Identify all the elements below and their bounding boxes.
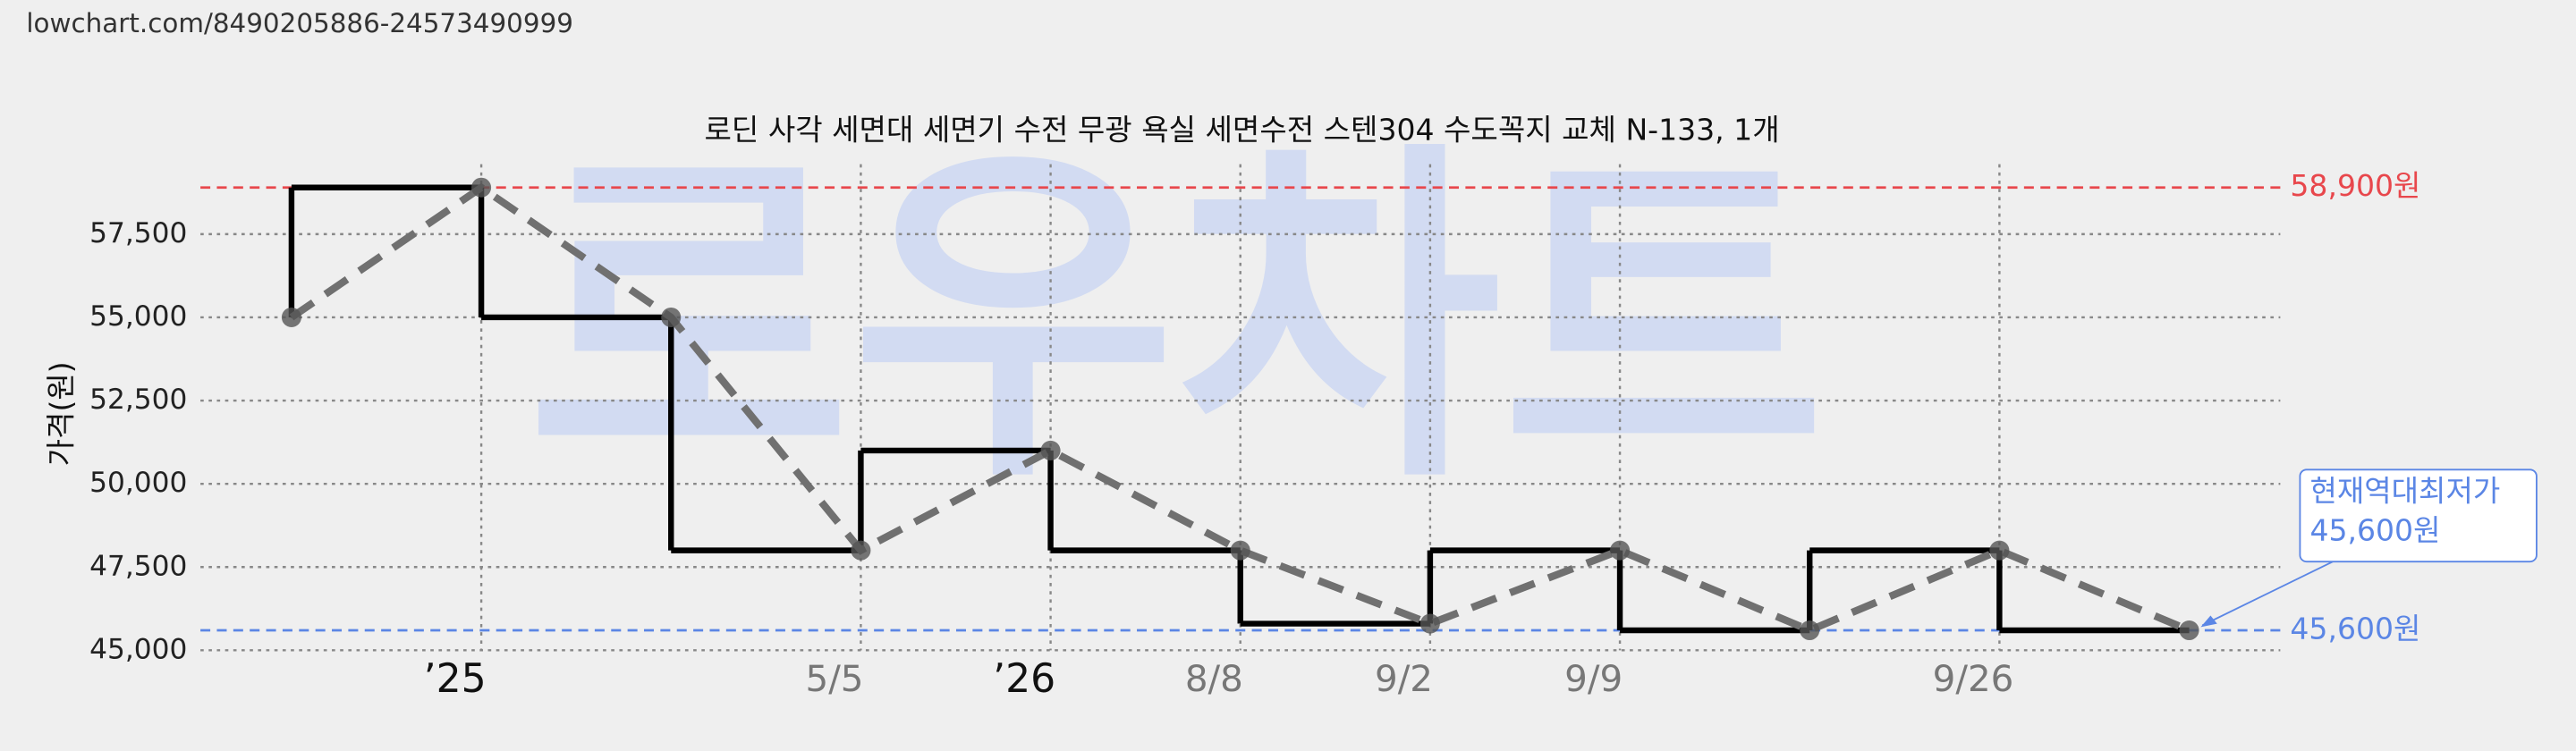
x-tick-label: 9/9 [1564,657,1623,700]
reference-label: 58,900원 [2290,168,2420,203]
annotation-arrowhead [2200,615,2217,628]
x-tick-label: ’25 [424,656,487,702]
point [281,307,301,327]
point [1800,620,1820,641]
annotation-text: 현재역대최저가 [2309,474,2500,509]
y-tick-label: 47,500 [89,550,187,582]
point [851,540,871,561]
chart-title: 로딘 사각 세면대 세면기 수전 무광 욕실 세면수전 스텐304 수도꼭지 교… [705,112,1780,147]
point [1230,540,1250,561]
x-tick-label: 9/26 [1933,657,2014,700]
point [661,307,682,327]
x-tick-label: ’26 [993,656,1055,702]
url: lowchart.com/8490205886-24573490999 [26,8,573,38]
reference-label: 45,600원 [2290,612,2420,646]
watermark: 로우차트 [527,114,1826,526]
x-tick-label: 5/5 [806,657,864,700]
price-line [289,182,2191,635]
point [471,177,492,198]
point [2179,620,2199,641]
point [1989,540,2010,561]
y-tick-label: 50,000 [89,467,187,499]
point [1040,440,1061,460]
annotation-text: 45,600원 [2309,513,2440,548]
y-tick-label: 55,000 [89,300,187,333]
point [1610,540,1631,561]
y-tick-label: 45,000 [89,633,187,665]
plot: 45,000 47,500 50,000 52,500 55,000 57,500 ’25 5… [89,164,2538,702]
point [1419,613,1440,634]
x-tick-label: 8/8 [1185,657,1243,700]
x-tick-label: 9/2 [1375,657,1433,700]
y-tick-label: 52,500 [89,384,187,416]
annotation-box [2299,468,2538,563]
annotation-arrow [2201,561,2334,627]
y-tick-label: 57,500 [89,217,187,249]
y-axis-label: 가격(원) [43,361,78,466]
